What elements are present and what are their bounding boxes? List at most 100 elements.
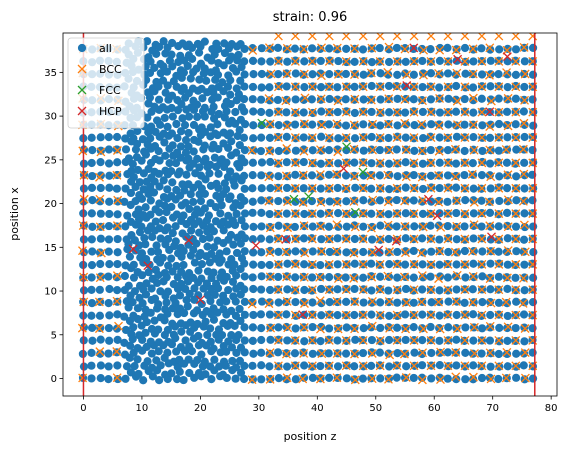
point-bcc [317,120,327,130]
point-all [511,94,520,103]
legend-marker-all [77,43,87,53]
point-bcc [341,285,351,295]
point-bcc [417,146,427,156]
point-bcc [417,297,427,307]
point-all [233,160,242,169]
point-bcc [502,347,512,357]
point-all [469,209,478,218]
point-all [214,109,224,119]
point-all [193,112,202,122]
point-bcc [95,222,105,232]
point-all [96,259,105,269]
point-all [529,248,538,257]
point-all [158,216,168,225]
point-bcc [299,348,309,358]
point-bcc [95,194,105,204]
point-all [308,247,317,256]
point-all [96,133,105,142]
point-all [96,146,105,155]
point-bcc [469,322,479,332]
point-all [325,324,334,333]
point-all [257,171,266,180]
point-bcc [418,348,428,358]
point-all [155,376,164,385]
point-all [186,74,195,83]
point-all [248,235,258,244]
point-all [105,171,114,180]
point-all [461,196,470,205]
point-all [325,94,334,104]
point-all [240,57,249,66]
point-bcc [477,335,487,345]
point-bcc [317,246,327,256]
point-all [495,323,504,332]
point-bcc [418,222,428,232]
point-all [307,44,317,53]
point-bcc [501,373,511,383]
point-all [478,146,487,156]
point-all [350,57,359,66]
point-all [213,236,222,245]
point-bcc [332,373,342,383]
point-all [511,273,520,282]
point-all [451,183,461,192]
point-all [163,122,172,131]
point-all [427,247,436,256]
point-bcc [409,361,419,371]
point-bcc [409,56,419,66]
point-all [494,349,503,359]
point-all [96,361,106,370]
point-all [503,284,512,293]
point-all [222,185,231,194]
point-all [96,349,105,358]
point-all [240,82,249,91]
point-all [426,69,436,78]
point-all [232,248,242,258]
point-all [452,285,461,294]
point-all [154,270,163,280]
point-all [393,70,402,79]
point-bcc [384,42,394,52]
point-bcc [400,222,410,231]
point-all [113,310,122,319]
point-all [486,310,495,320]
point-bcc [307,183,317,193]
point-all [105,183,114,192]
point-bcc [299,322,309,332]
point-bcc [485,43,495,53]
point-bcc [501,297,511,307]
point-bcc [460,183,470,193]
point-all [469,375,478,384]
point-all [187,347,197,356]
point-bcc [264,94,274,104]
point-all [495,172,504,181]
point-all [392,373,401,382]
point-all [240,120,250,129]
point-all [324,120,334,129]
point-all [291,69,300,78]
point-all [528,70,538,79]
point-all [129,260,138,269]
point-bcc [273,183,283,193]
point-all [461,375,470,384]
point-all [283,259,292,268]
point-all [435,286,444,295]
point-all [154,82,163,91]
point-bcc [299,299,309,308]
point-all [257,44,266,53]
point-hcp [374,245,384,255]
point-bcc [401,373,411,382]
point-bcc [402,298,411,308]
point-bcc [307,209,317,219]
point-all [300,337,309,346]
point-bcc [375,183,385,193]
point-bcc [384,94,394,104]
point-bcc [375,234,385,244]
point-bcc [358,361,368,371]
point-bcc [324,335,334,345]
point-all [384,234,393,244]
point-all [228,277,238,286]
point-all [435,235,444,244]
point-all [358,374,368,383]
point-bcc [375,82,385,92]
